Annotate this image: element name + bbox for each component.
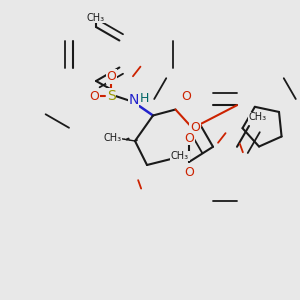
Text: CH₃: CH₃ [171, 151, 189, 161]
Text: O: O [184, 131, 194, 145]
Text: S: S [106, 89, 116, 103]
Text: O: O [190, 121, 200, 134]
Text: N: N [128, 94, 139, 107]
Text: CH₃: CH₃ [87, 13, 105, 23]
Text: O: O [181, 90, 191, 104]
Text: O: O [107, 70, 116, 83]
Text: CH₃: CH₃ [249, 112, 267, 122]
Text: H: H [139, 92, 149, 105]
Text: O: O [90, 89, 99, 103]
Text: O: O [184, 166, 194, 179]
Text: CH₃: CH₃ [103, 133, 122, 143]
